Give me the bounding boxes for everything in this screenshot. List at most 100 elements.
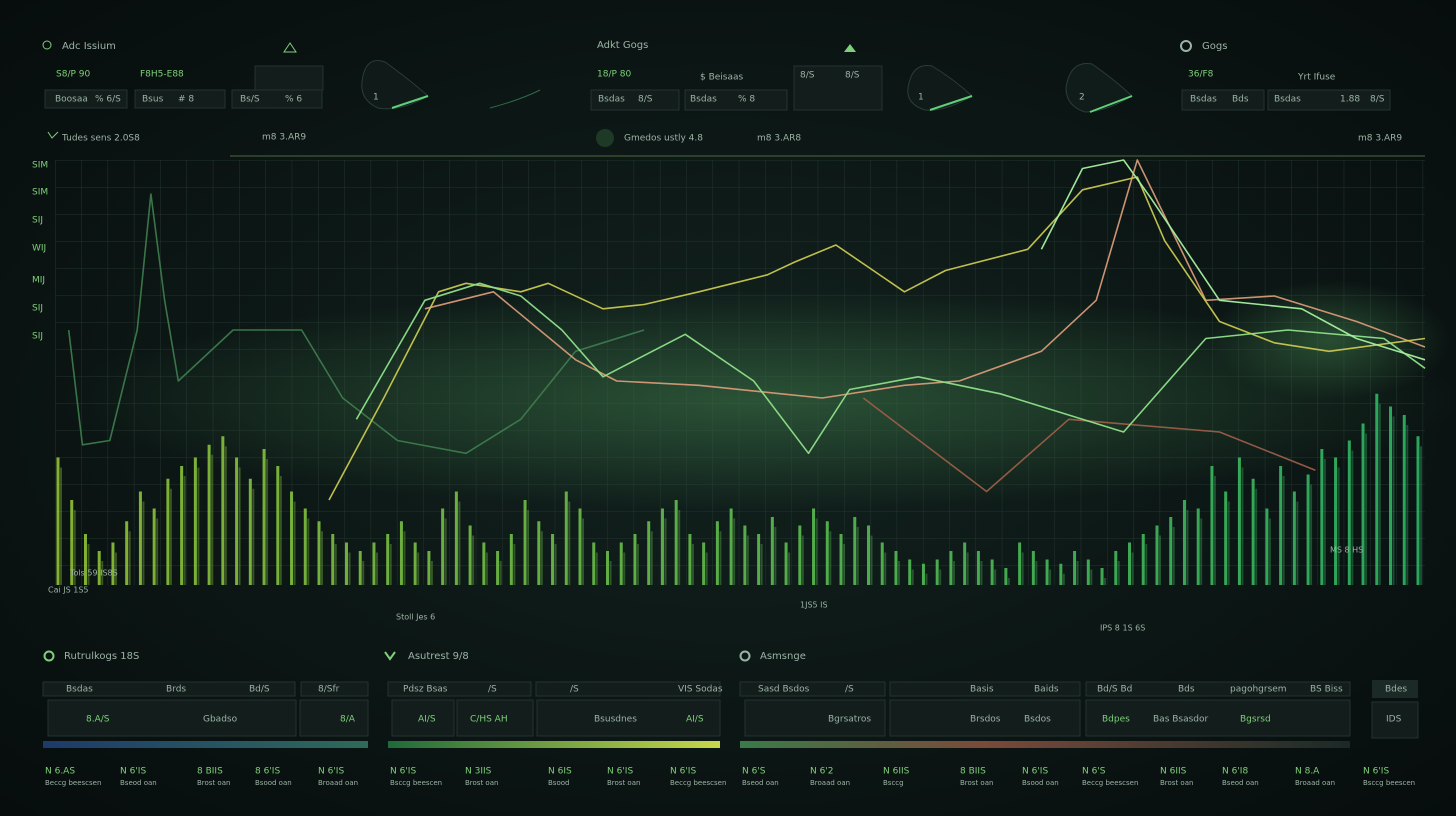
icon xyxy=(42,40,52,50)
bar xyxy=(1073,551,1077,585)
bar xyxy=(688,534,692,585)
stat-label: Broaad oan xyxy=(810,779,850,787)
value-cell: Bgrsatros xyxy=(828,715,871,725)
bar xyxy=(97,551,101,585)
header-cell: /S xyxy=(488,685,497,695)
bar xyxy=(138,491,142,585)
bar-shadow xyxy=(884,552,887,585)
header-cell: Bd/S Bd xyxy=(1097,685,1132,695)
cell xyxy=(1085,681,1351,697)
bar-shadow xyxy=(128,531,131,585)
bar-label: Tols 59 IS8S xyxy=(69,569,118,578)
cell xyxy=(889,699,1081,737)
gauge-label: 2 xyxy=(1079,93,1085,103)
stat-label: Bseod oan xyxy=(120,779,157,787)
stat-value: N 6'IS xyxy=(120,767,146,777)
bar xyxy=(839,534,843,585)
stat-label: Beccg beescsen xyxy=(670,779,726,787)
panel-value: 36/F8 xyxy=(1188,70,1214,80)
bar xyxy=(908,559,912,585)
bar xyxy=(1237,457,1241,585)
bar xyxy=(166,478,170,585)
bar-shadow xyxy=(348,552,351,585)
bar-shadow xyxy=(307,518,310,585)
bar xyxy=(372,542,376,585)
bar xyxy=(921,563,925,585)
glow xyxy=(1210,280,1450,400)
bar-shadow xyxy=(499,561,502,585)
bar xyxy=(331,534,335,585)
bar xyxy=(578,508,582,585)
bar xyxy=(111,542,115,585)
bar xyxy=(894,551,898,585)
bottom-panels: Rutrulkogs 18S Bsdas Brds Bd/S 8/Sfr 8.A… xyxy=(42,650,1419,748)
y-label: MIJ xyxy=(32,276,45,286)
cell xyxy=(456,699,534,737)
stat-label: Bsccg xyxy=(883,779,904,787)
icon xyxy=(43,650,55,662)
stat-value: 8 6'IS xyxy=(255,767,280,777)
cell xyxy=(42,681,296,697)
bar-shadow xyxy=(691,544,694,585)
bar xyxy=(880,542,884,585)
bar-shadow xyxy=(183,476,186,585)
stat-value: N 3IIS xyxy=(465,767,492,777)
bar-shadow xyxy=(1076,561,1079,585)
bar-shadow xyxy=(856,527,859,585)
bar-shadow xyxy=(1104,578,1107,585)
bar-shadow xyxy=(375,552,378,585)
icon xyxy=(739,650,751,662)
stat-label: Bsood xyxy=(548,779,569,787)
stat-label: Bsccg beescen xyxy=(390,779,442,787)
cell xyxy=(793,65,883,111)
cell-label: Bsus xyxy=(142,95,164,105)
bar-shadow xyxy=(1090,569,1093,585)
bar-shadow xyxy=(650,531,653,585)
stat-label: Bsood oan xyxy=(255,779,292,787)
cell-label: Boosaa xyxy=(55,95,88,105)
bar-shadow xyxy=(994,569,997,585)
bar-shadow xyxy=(1007,578,1010,585)
value-cell: Brsdos xyxy=(970,715,1001,725)
bar xyxy=(399,521,403,585)
bar-shadow xyxy=(197,467,200,585)
series-line xyxy=(862,397,1316,493)
bar xyxy=(290,491,294,585)
glow xyxy=(60,290,1456,510)
bar-shadow xyxy=(114,552,117,585)
stat-value: N 6'IS xyxy=(1022,767,1048,777)
series-line xyxy=(355,282,1426,455)
panel-value: $ Beisaas xyxy=(700,73,744,83)
bar-shadow xyxy=(1420,446,1422,585)
bar-shadow xyxy=(211,454,214,585)
bar xyxy=(963,542,967,585)
bar xyxy=(551,534,555,585)
stat-value: N 6IIS xyxy=(1160,767,1187,777)
header-cell: BS Biss xyxy=(1310,685,1343,695)
bar-shadow xyxy=(568,501,571,585)
cell-label: Bs/S xyxy=(240,95,260,105)
bar-shadow xyxy=(279,476,282,585)
bar-shadow xyxy=(1200,518,1203,585)
panel-title: Asmsnge xyxy=(760,651,806,662)
y-label: SIM xyxy=(32,188,48,198)
bar xyxy=(798,525,802,585)
bar-shadow xyxy=(1158,535,1161,585)
bar xyxy=(976,551,980,585)
icon xyxy=(283,42,297,53)
header-cell: Pdsz Bsas xyxy=(403,685,448,695)
chart-title: Tudes sens 2.0S8 xyxy=(61,134,140,144)
bar-shadow xyxy=(774,527,777,585)
bar-shadow xyxy=(403,531,406,585)
bar xyxy=(605,551,609,585)
bar xyxy=(990,559,994,585)
bar xyxy=(812,508,816,585)
bar-shadow xyxy=(266,459,269,585)
stat-value: N 6IS xyxy=(548,767,572,777)
bar xyxy=(1045,559,1049,585)
value-cell: Bas Bsasdor xyxy=(1153,715,1209,725)
bar xyxy=(1279,466,1283,585)
value-cell: 8/A xyxy=(340,715,356,725)
chart-value: m8 3.AR8 xyxy=(757,134,801,144)
